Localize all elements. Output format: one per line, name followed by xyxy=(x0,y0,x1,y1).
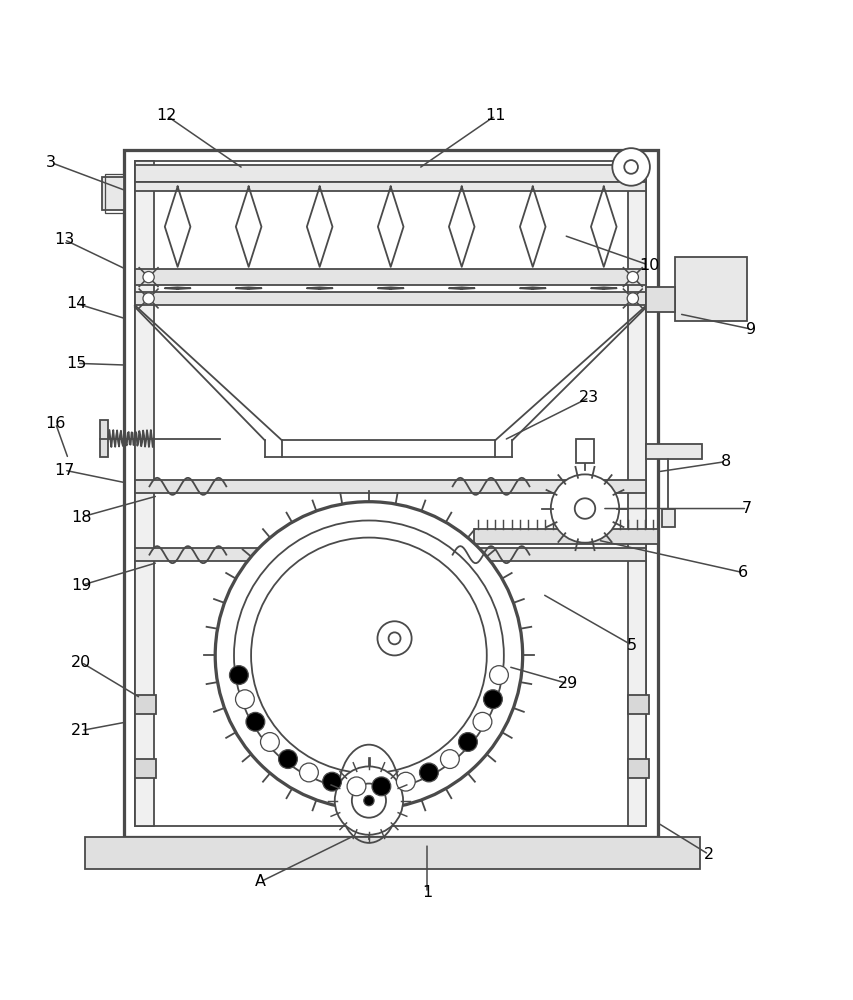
Bar xyxy=(473,529,657,544)
Text: 8: 8 xyxy=(720,454,730,469)
Bar xyxy=(135,165,646,182)
Bar xyxy=(627,759,648,778)
Circle shape xyxy=(322,772,341,791)
Text: 29: 29 xyxy=(557,676,577,691)
Circle shape xyxy=(396,772,415,791)
Bar xyxy=(646,444,701,459)
Circle shape xyxy=(473,712,491,731)
Circle shape xyxy=(550,474,618,543)
Circle shape xyxy=(419,763,438,782)
Bar xyxy=(135,480,646,493)
Bar xyxy=(135,548,646,561)
Circle shape xyxy=(246,712,264,731)
Text: 10: 10 xyxy=(638,258,659,273)
Bar xyxy=(627,161,646,826)
Circle shape xyxy=(458,733,477,751)
Circle shape xyxy=(388,632,400,644)
Circle shape xyxy=(626,271,638,283)
Text: 11: 11 xyxy=(485,108,505,123)
Circle shape xyxy=(574,498,595,519)
Bar xyxy=(576,439,593,463)
Bar xyxy=(661,509,674,527)
Circle shape xyxy=(260,733,279,751)
Bar xyxy=(646,287,674,312)
Circle shape xyxy=(612,148,649,186)
Text: 7: 7 xyxy=(741,501,751,516)
Circle shape xyxy=(229,666,248,684)
Circle shape xyxy=(142,271,154,283)
Circle shape xyxy=(351,784,386,818)
Bar xyxy=(135,161,646,826)
Bar xyxy=(105,174,124,213)
Circle shape xyxy=(624,160,637,174)
Circle shape xyxy=(489,666,508,684)
Circle shape xyxy=(215,502,522,809)
Circle shape xyxy=(377,621,411,655)
Text: 15: 15 xyxy=(67,356,87,371)
Bar xyxy=(135,759,156,778)
Circle shape xyxy=(626,293,638,304)
Bar xyxy=(135,292,646,305)
Text: 18: 18 xyxy=(71,510,91,525)
Text: 1: 1 xyxy=(421,885,432,900)
Text: 21: 21 xyxy=(71,723,91,738)
Circle shape xyxy=(142,293,154,304)
Bar xyxy=(135,182,646,191)
Circle shape xyxy=(363,795,374,806)
Circle shape xyxy=(299,763,318,782)
Circle shape xyxy=(483,690,502,709)
Bar xyxy=(674,257,746,321)
Bar xyxy=(135,161,154,826)
Bar xyxy=(627,695,648,714)
Bar xyxy=(135,695,156,714)
Text: 3: 3 xyxy=(46,155,56,170)
Circle shape xyxy=(334,766,403,835)
Bar xyxy=(102,177,124,210)
Text: 20: 20 xyxy=(71,655,91,670)
Text: 2: 2 xyxy=(703,847,713,862)
Text: 17: 17 xyxy=(54,463,74,478)
Text: 16: 16 xyxy=(45,416,66,431)
Circle shape xyxy=(234,520,503,790)
Text: 6: 6 xyxy=(737,565,747,580)
Circle shape xyxy=(372,777,391,796)
Text: A: A xyxy=(255,874,265,889)
Text: 23: 23 xyxy=(578,390,599,405)
Bar xyxy=(100,420,108,457)
Text: 14: 14 xyxy=(67,296,87,311)
Circle shape xyxy=(346,777,365,796)
Circle shape xyxy=(278,750,297,768)
Text: 5: 5 xyxy=(626,638,636,653)
Bar xyxy=(135,269,646,285)
Circle shape xyxy=(440,750,459,768)
Text: 13: 13 xyxy=(54,232,74,247)
Text: 19: 19 xyxy=(71,578,91,593)
Circle shape xyxy=(235,690,254,709)
Text: 9: 9 xyxy=(746,322,756,337)
Bar xyxy=(85,837,699,869)
Text: 12: 12 xyxy=(156,108,177,123)
Circle shape xyxy=(251,538,486,773)
Bar xyxy=(124,150,657,837)
